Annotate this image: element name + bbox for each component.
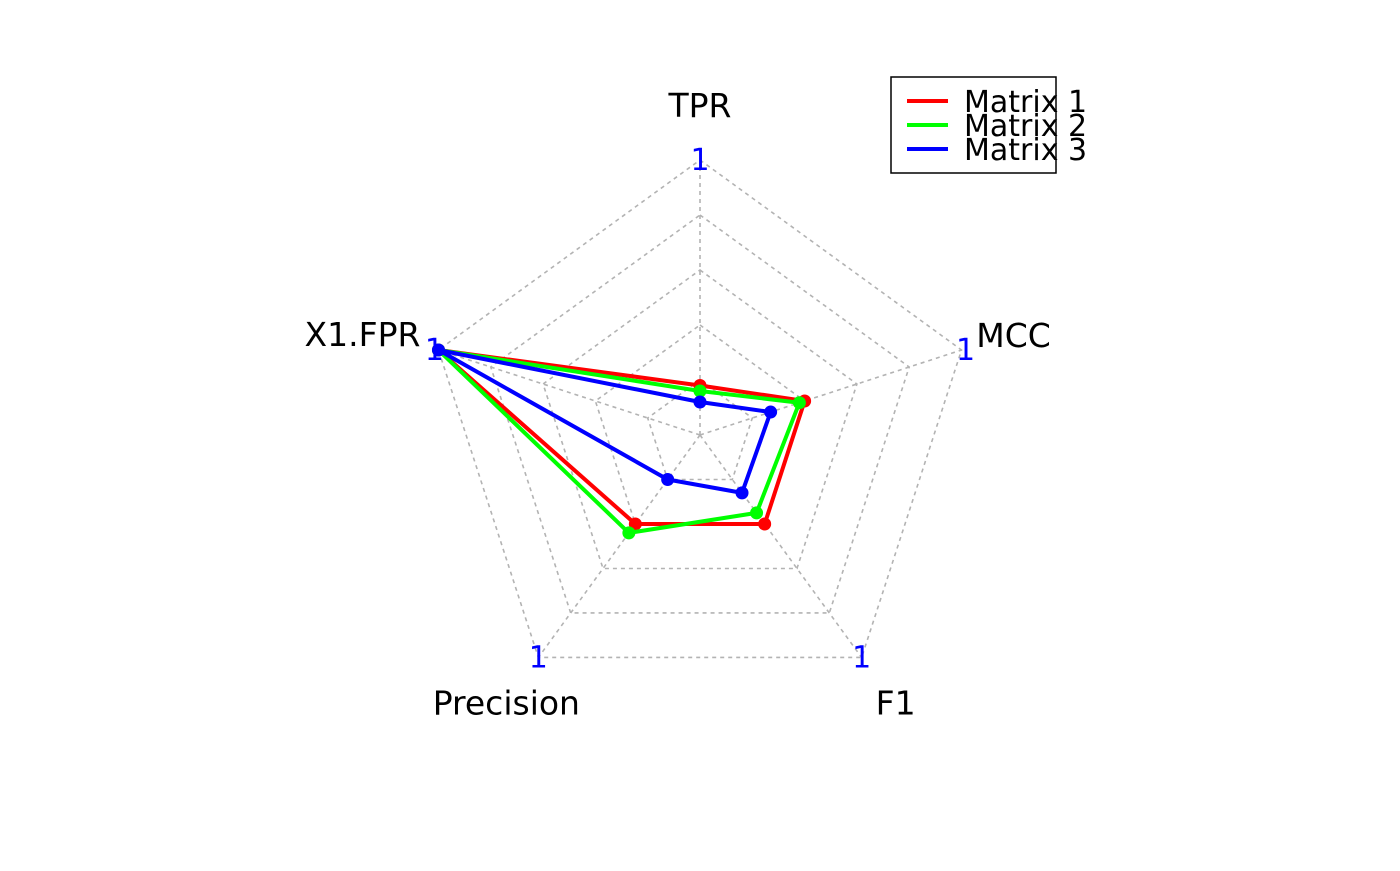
axis-label-precision: Precision: [433, 683, 580, 722]
data-point-matrix-3-f1: [735, 486, 749, 500]
data-point-matrix-2-mcc: [792, 396, 806, 410]
spoke-x1-fpr: [438, 349, 701, 436]
data-point-matrix-3-tpr: [693, 395, 707, 409]
legend-label-matrix-1: Matrix 1: [964, 85, 1087, 120]
axis-label-layer: 1 1 1 1 1 TPR MCC F1 Precision X1.FPR: [305, 86, 1051, 722]
data-point-matrix-1-f1: [758, 517, 772, 531]
axis-label-x1-fpr: X1.FPR: [305, 315, 421, 354]
series-matrix-1: [431, 343, 812, 531]
max-label-precision: 1: [529, 640, 548, 675]
data-point-matrix-3-mcc: [764, 405, 778, 419]
max-label-f1: 1: [852, 640, 871, 675]
data-point-matrix-2-tpr: [693, 384, 707, 398]
series-layer: [431, 343, 812, 540]
spoke-precision: [537, 434, 701, 658]
legend-label-matrix-3: Matrix 3: [964, 133, 1087, 168]
series-line-matrix-3: [436, 348, 773, 495]
axis-label-f1: F1: [876, 683, 916, 722]
data-point-matrix-3-x1-fpr: [431, 343, 445, 357]
grid-ring-1: [646, 379, 754, 481]
legend-label-matrix-2: Matrix 2: [964, 109, 1087, 144]
spoke-f1: [699, 434, 863, 658]
legend-item-matrix-1: Matrix 1: [907, 85, 1087, 120]
grid-ring-3: [542, 269, 858, 570]
data-point-matrix-2-f1: [750, 506, 764, 520]
legend-item-matrix-3: Matrix 3: [907, 133, 1087, 168]
max-label-tpr: 1: [690, 143, 709, 178]
legend-item-matrix-2: Matrix 2: [907, 109, 1087, 144]
axis-label-mcc: MCC: [976, 316, 1051, 355]
data-point-matrix-2-precision: [622, 526, 636, 540]
axis-label-tpr: TPR: [668, 86, 732, 125]
max-label-mcc: 1: [956, 333, 975, 368]
data-point-matrix-1-precision: [628, 517, 642, 531]
series-matrix-3: [431, 343, 778, 500]
grid-layer: [437, 159, 963, 659]
grid-ring-5: [437, 159, 963, 659]
max-label-x1-fpr: 1: [425, 333, 444, 368]
spoke-mcc: [699, 349, 962, 436]
data-point-matrix-3-precision: [661, 472, 675, 486]
